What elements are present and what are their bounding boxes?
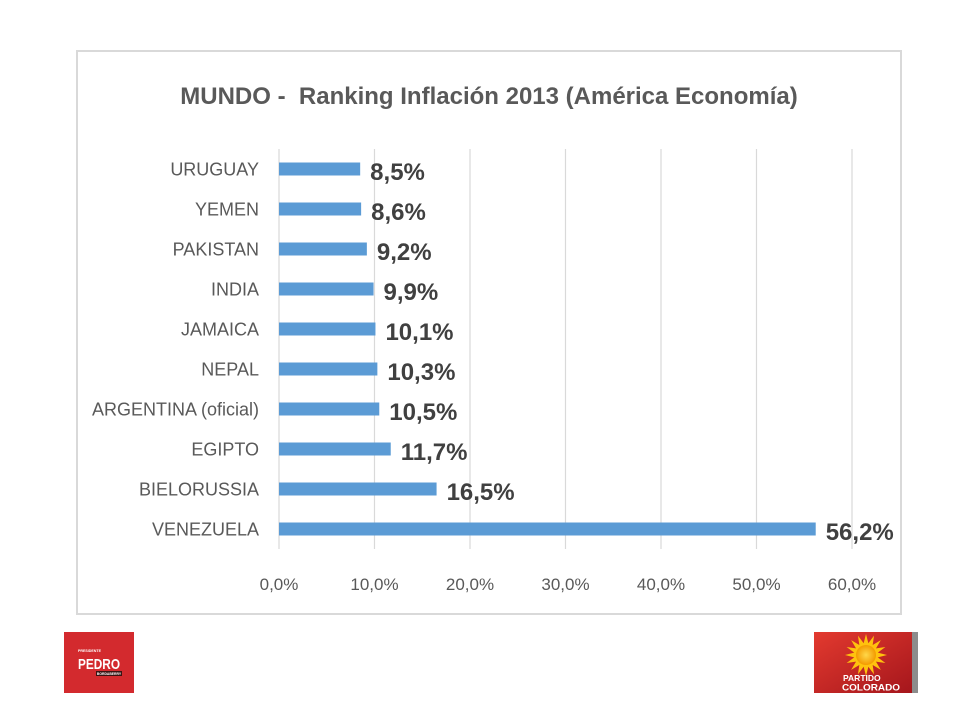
category-label: VENEZUELA <box>152 520 259 540</box>
category-label: JAMAICA <box>181 320 259 340</box>
bar <box>279 322 376 336</box>
x-tick-label: 20,0% <box>446 575 494 594</box>
pedro-logo-name: PEDRO <box>78 656 120 673</box>
bar <box>279 282 374 296</box>
category-label: PAKISTAN <box>173 240 259 260</box>
value-label: 10,5% <box>389 399 457 426</box>
chart-frame: MUNDO - Ranking Inflación 2013 (América … <box>76 50 902 615</box>
pedro-logo-top-text: PRESIDENTE <box>78 649 102 653</box>
sun-icon <box>856 645 876 665</box>
category-label: INDIA <box>211 280 259 300</box>
pedro-logo-band <box>96 671 122 676</box>
value-label: 8,6% <box>371 199 426 226</box>
bar <box>279 442 391 456</box>
value-label: 9,2% <box>377 239 432 266</box>
x-tick-label: 0,0% <box>260 575 299 594</box>
chart-title: MUNDO - Ranking Inflación 2013 (América … <box>180 83 798 110</box>
value-label: 56,2% <box>826 519 894 546</box>
bar <box>279 482 437 496</box>
value-label: 9,9% <box>384 279 439 306</box>
value-label: 16,5% <box>447 479 515 506</box>
bar <box>279 522 816 536</box>
x-tick-label: 60,0% <box>828 575 876 594</box>
x-tick-label: 10,0% <box>350 575 398 594</box>
category-label: EGIPTO <box>191 440 259 460</box>
pedro-logo-bottom-text: BORDABERRY <box>97 672 122 676</box>
partido-colorado-logo: PARTIDO COLORADO <box>814 632 918 693</box>
bar <box>279 162 361 176</box>
logo-line-colorado: COLORADO <box>842 683 900 694</box>
bar <box>279 242 367 256</box>
logo-line-partido: PARTIDO <box>843 673 881 683</box>
bar <box>279 362 378 376</box>
value-label: 11,7% <box>401 439 468 466</box>
value-label: 8,5% <box>370 159 425 186</box>
category-label: NEPAL <box>201 360 259 380</box>
bar <box>279 402 380 416</box>
category-label: YEMEN <box>195 200 259 220</box>
logo-shadow-edge <box>912 632 918 693</box>
value-label: 10,3% <box>387 359 455 386</box>
category-label: BIELORUSSIA <box>139 480 259 500</box>
pedro-logo: PRESIDENTE PEDRO BORDABERRY <box>64 632 134 693</box>
horizontal-bar-chart: 0,0% 10,0% 20,0% 30,0% 40,0% 50,0% 60,0% URUGUA… <box>92 149 894 594</box>
x-tick-label: 50,0% <box>732 575 780 594</box>
value-label: 10,1% <box>385 319 453 346</box>
bar <box>279 202 362 216</box>
category-label: ARGENTINA (oficial) <box>92 400 259 420</box>
x-tick-label: 30,0% <box>541 575 589 594</box>
category-label: URUGUAY <box>170 160 259 180</box>
x-tick-label: 40,0% <box>637 575 685 594</box>
pedro-logo-background <box>64 632 134 693</box>
